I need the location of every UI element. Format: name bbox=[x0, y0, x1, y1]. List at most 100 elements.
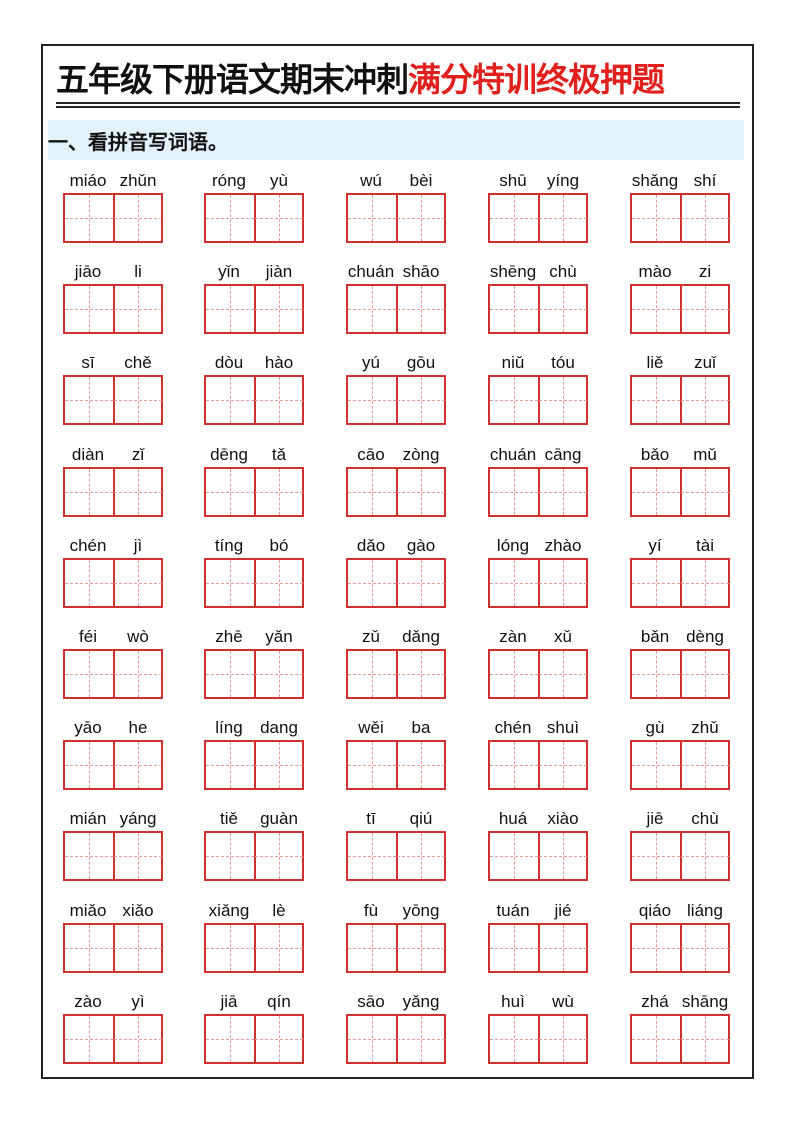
writing-cell[interactable] bbox=[681, 924, 729, 971]
writing-cell[interactable] bbox=[114, 742, 162, 789]
writing-cell[interactable] bbox=[206, 559, 256, 606]
writing-cell[interactable] bbox=[632, 468, 682, 515]
writing-cell[interactable] bbox=[114, 195, 162, 241]
writing-cell[interactable] bbox=[681, 1015, 729, 1062]
writing-cell[interactable] bbox=[539, 468, 587, 515]
writing-cell[interactable] bbox=[632, 377, 682, 424]
writing-cell[interactable] bbox=[114, 468, 162, 515]
writing-cell[interactable] bbox=[539, 742, 587, 789]
writing-cell[interactable] bbox=[632, 1015, 682, 1062]
writing-cell[interactable] bbox=[255, 377, 303, 424]
writing-cell[interactable] bbox=[348, 924, 398, 971]
writing-cell[interactable] bbox=[348, 468, 398, 515]
writing-cell[interactable] bbox=[206, 833, 256, 880]
writing-cell[interactable] bbox=[397, 742, 445, 789]
writing-cell[interactable] bbox=[255, 742, 303, 789]
writing-cell[interactable] bbox=[255, 833, 303, 880]
writing-cell[interactable] bbox=[681, 286, 729, 333]
writing-cell[interactable] bbox=[681, 195, 729, 241]
writing-cell[interactable] bbox=[632, 924, 682, 971]
writing-cell[interactable] bbox=[681, 468, 729, 515]
writing-cell[interactable] bbox=[490, 1015, 540, 1062]
writing-cell[interactable] bbox=[255, 559, 303, 606]
writing-cell[interactable] bbox=[397, 468, 445, 515]
writing-cell[interactable] bbox=[681, 559, 729, 606]
writing-cell[interactable] bbox=[397, 559, 445, 606]
writing-cell[interactable] bbox=[681, 651, 729, 697]
writing-cell[interactable] bbox=[206, 651, 256, 697]
writing-cell[interactable] bbox=[490, 377, 540, 424]
writing-cell[interactable] bbox=[397, 377, 445, 424]
writing-cell[interactable] bbox=[632, 559, 682, 606]
writing-cell[interactable] bbox=[490, 559, 540, 606]
writing-cell[interactable] bbox=[65, 1015, 115, 1062]
writing-cell[interactable] bbox=[114, 559, 162, 606]
writing-cell[interactable] bbox=[255, 195, 303, 241]
writing-cell[interactable] bbox=[206, 377, 256, 424]
writing-cell[interactable] bbox=[255, 286, 303, 333]
writing-cell[interactable] bbox=[65, 742, 115, 789]
writing-cell[interactable] bbox=[65, 468, 115, 515]
writing-cell[interactable] bbox=[348, 195, 398, 241]
writing-cell[interactable] bbox=[255, 924, 303, 971]
writing-cell[interactable] bbox=[65, 377, 115, 424]
writing-cell[interactable] bbox=[114, 924, 162, 971]
writing-cell[interactable] bbox=[65, 651, 115, 697]
writing-cell[interactable] bbox=[490, 833, 540, 880]
writing-cell[interactable] bbox=[539, 377, 587, 424]
writing-cell[interactable] bbox=[632, 286, 682, 333]
writing-cell[interactable] bbox=[539, 286, 587, 333]
writing-cell[interactable] bbox=[348, 286, 398, 333]
writing-cell[interactable] bbox=[539, 1015, 587, 1062]
writing-cell[interactable] bbox=[255, 651, 303, 697]
writing-cell[interactable] bbox=[348, 377, 398, 424]
writing-cell[interactable] bbox=[255, 1015, 303, 1062]
writing-cell[interactable] bbox=[348, 1015, 398, 1062]
writing-cell[interactable] bbox=[681, 742, 729, 789]
writing-cell[interactable] bbox=[206, 1015, 256, 1062]
writing-cell[interactable] bbox=[348, 651, 398, 697]
writing-cell[interactable] bbox=[490, 286, 540, 333]
writing-cell[interactable] bbox=[632, 195, 682, 241]
writing-cell[interactable] bbox=[681, 377, 729, 424]
writing-cell[interactable] bbox=[397, 924, 445, 971]
writing-cell[interactable] bbox=[490, 651, 540, 697]
writing-cell[interactable] bbox=[348, 559, 398, 606]
writing-cell[interactable] bbox=[632, 742, 682, 789]
writing-cell[interactable] bbox=[632, 833, 682, 880]
writing-cell[interactable] bbox=[490, 924, 540, 971]
writing-cell[interactable] bbox=[65, 833, 115, 880]
writing-cell[interactable] bbox=[114, 651, 162, 697]
writing-cell[interactable] bbox=[114, 286, 162, 333]
writing-cell[interactable] bbox=[114, 377, 162, 424]
writing-cell[interactable] bbox=[539, 559, 587, 606]
writing-cell[interactable] bbox=[206, 468, 256, 515]
writing-cell[interactable] bbox=[206, 286, 256, 333]
writing-cell[interactable] bbox=[539, 924, 587, 971]
writing-cell[interactable] bbox=[255, 468, 303, 515]
writing-cell[interactable] bbox=[206, 742, 256, 789]
writing-cell[interactable] bbox=[539, 651, 587, 697]
writing-cell[interactable] bbox=[539, 833, 587, 880]
writing-cell[interactable] bbox=[206, 924, 256, 971]
writing-cell[interactable] bbox=[397, 195, 445, 241]
writing-cell[interactable] bbox=[114, 1015, 162, 1062]
writing-cell[interactable] bbox=[65, 559, 115, 606]
writing-cell[interactable] bbox=[632, 651, 682, 697]
writing-cell[interactable] bbox=[65, 286, 115, 333]
writing-cell[interactable] bbox=[348, 742, 398, 789]
writing-cell[interactable] bbox=[65, 924, 115, 971]
writing-cell[interactable] bbox=[397, 286, 445, 333]
writing-cell[interactable] bbox=[348, 833, 398, 880]
writing-cell[interactable] bbox=[397, 651, 445, 697]
writing-cell[interactable] bbox=[397, 1015, 445, 1062]
writing-cell[interactable] bbox=[490, 742, 540, 789]
writing-cell[interactable] bbox=[490, 195, 540, 241]
writing-cell[interactable] bbox=[114, 833, 162, 880]
writing-cell[interactable] bbox=[681, 833, 729, 880]
writing-cell[interactable] bbox=[65, 195, 115, 241]
writing-cell[interactable] bbox=[490, 468, 540, 515]
writing-cell[interactable] bbox=[206, 195, 256, 241]
writing-cell[interactable] bbox=[397, 833, 445, 880]
writing-cell[interactable] bbox=[539, 195, 587, 241]
